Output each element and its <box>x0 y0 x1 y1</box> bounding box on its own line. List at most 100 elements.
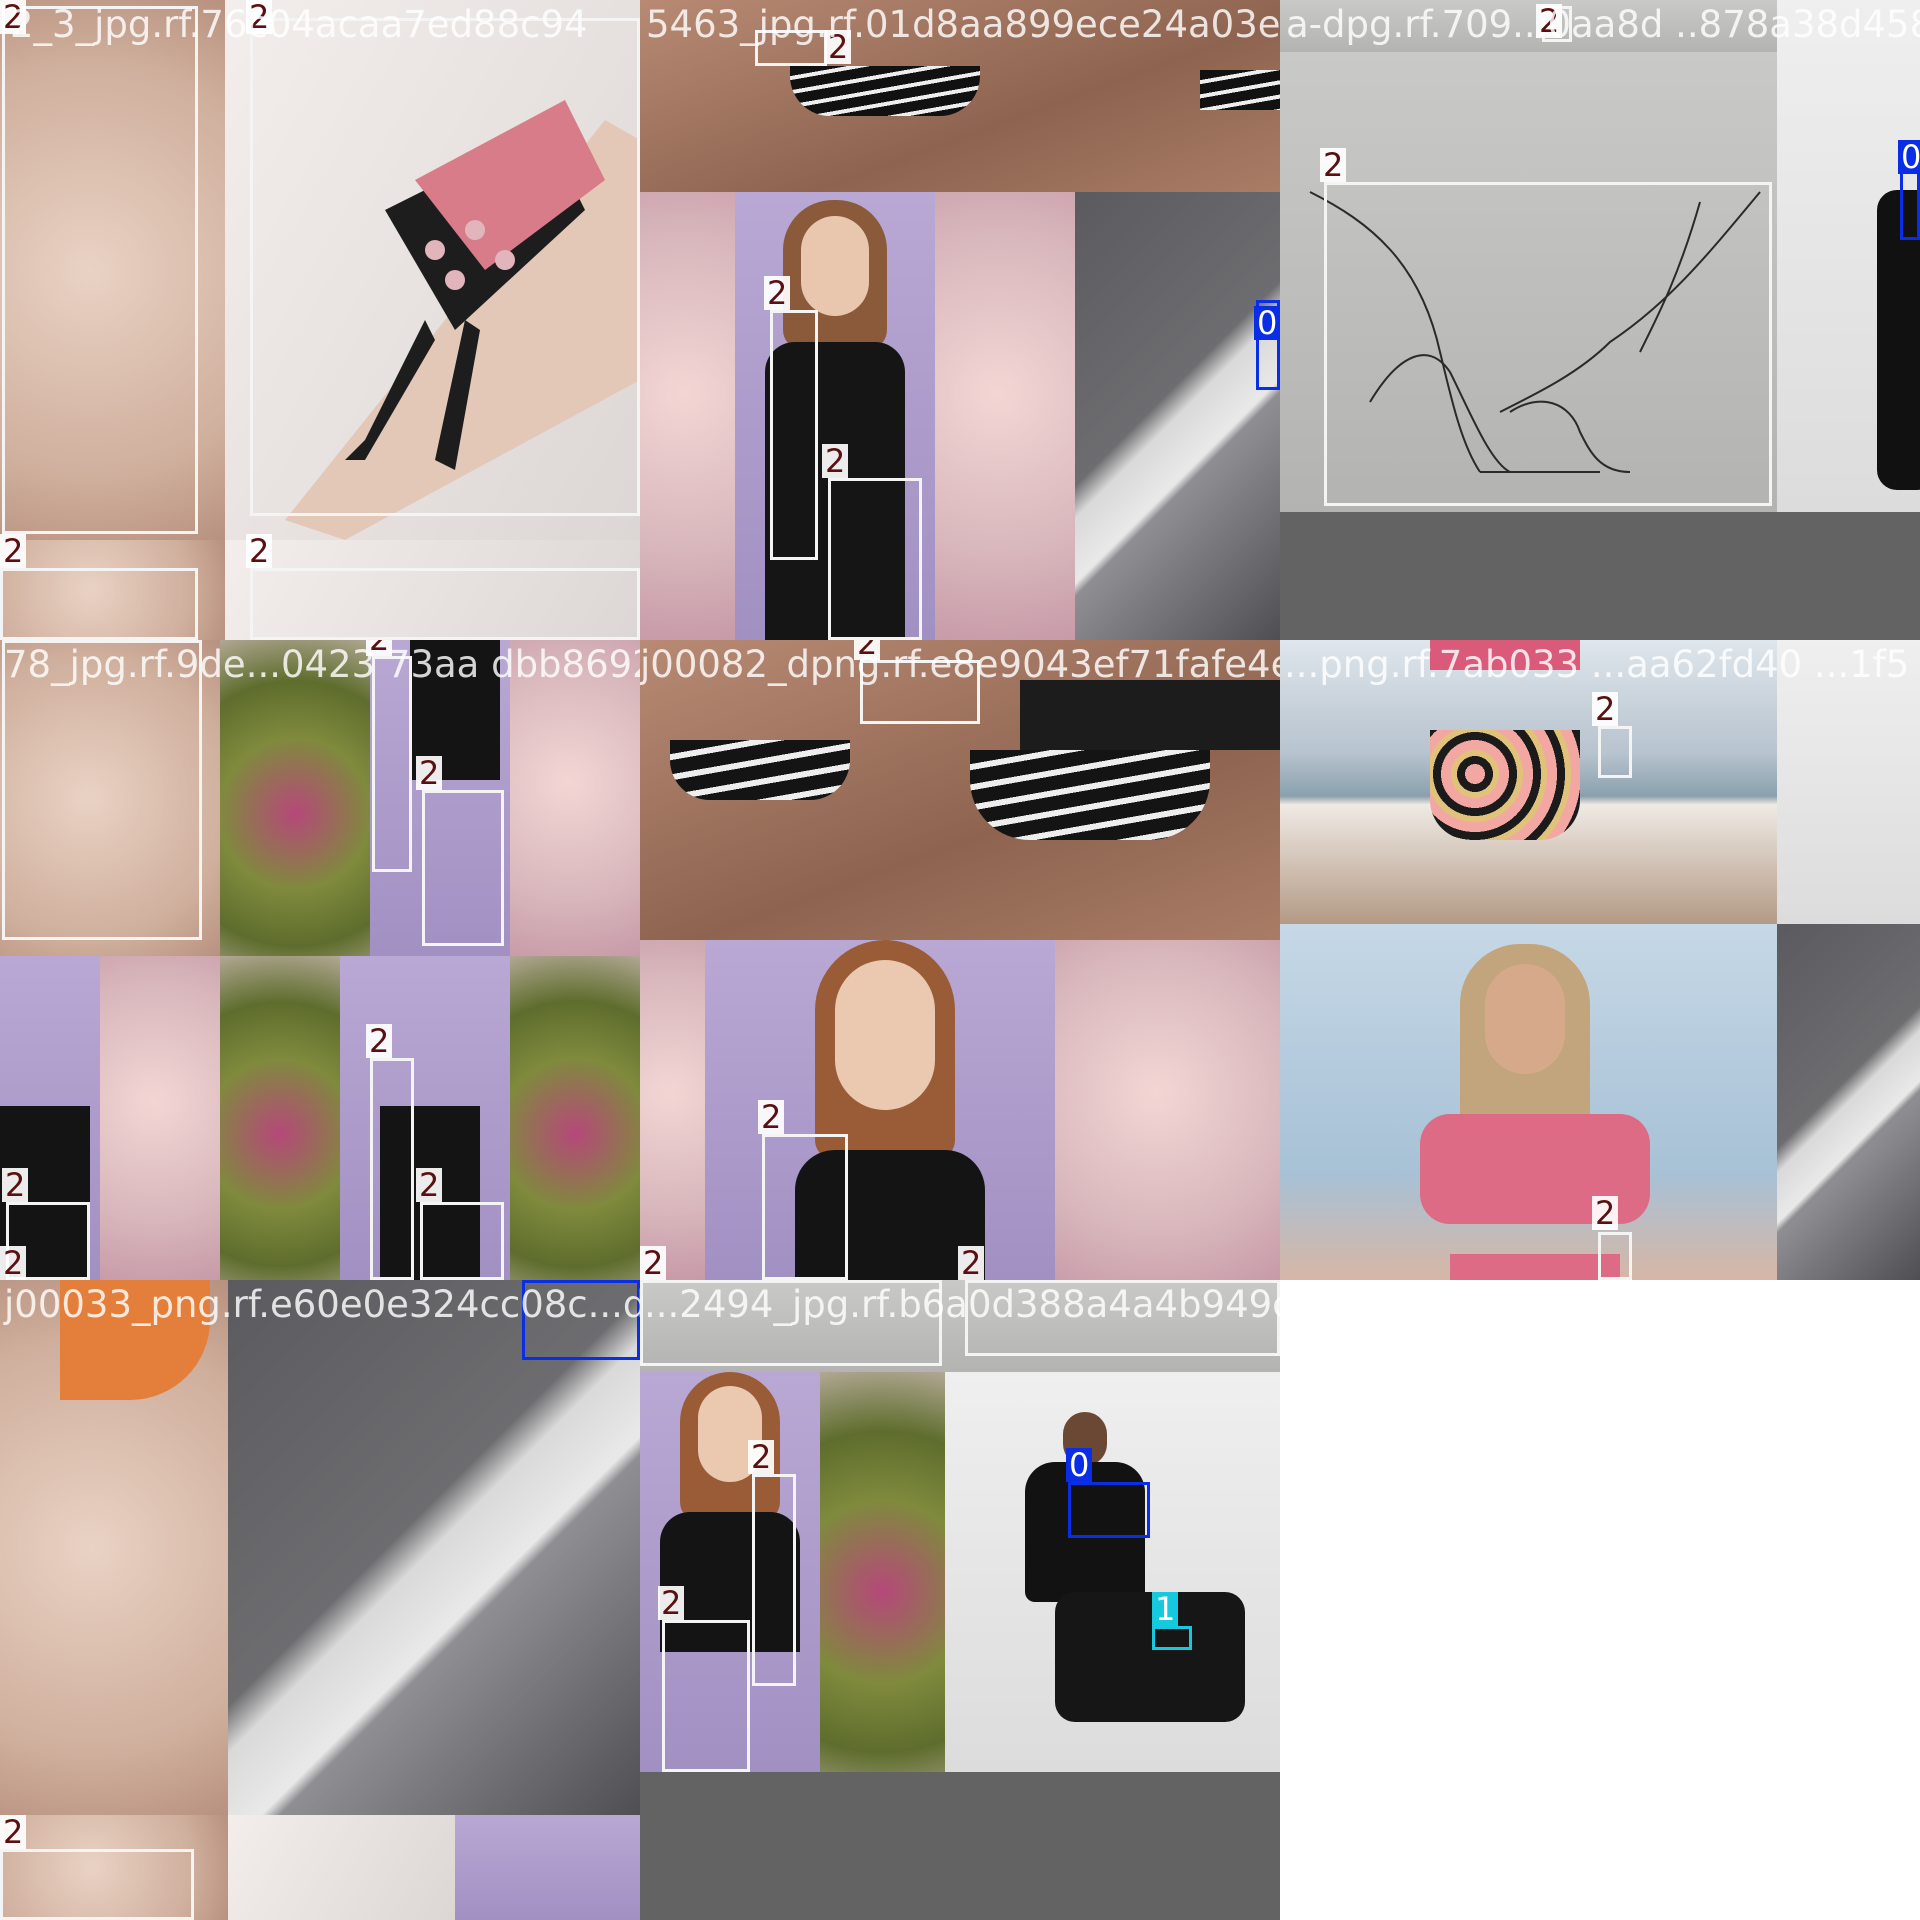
bbox-label: 2 <box>246 534 273 568</box>
bbox-label: 2 <box>416 756 443 790</box>
image-filename: 78_jpg.rf.9de...0423 73aa dbb8692 ...42 <box>4 643 640 686</box>
holding-hands-tattoo <box>1309 191 1761 474</box>
bbox-class-2 <box>762 1134 848 1280</box>
bbox-class-1 <box>1152 1626 1192 1650</box>
bbox-class-2 <box>372 656 412 872</box>
tattoo-photo <box>0 1815 228 1920</box>
puppet-photo <box>640 192 735 640</box>
puppet-photo <box>510 640 640 956</box>
street-photo <box>228 1280 640 1815</box>
line-tattoo-photo <box>1280 0 1777 52</box>
model-photo <box>945 1372 1280 1772</box>
bikini-photo <box>640 640 1280 940</box>
woman-top <box>660 1512 800 1652</box>
bbox-label: 2 <box>366 640 393 656</box>
model-figure <box>1877 190 1920 490</box>
bbox-label: 2 <box>416 1168 443 1202</box>
padding-area <box>1280 512 1920 640</box>
mosaic-tile-1: 2 0 2 2 5463_jpg.rf.01d8aa899ece24a03e22… <box>640 0 1280 640</box>
beach-photo <box>1280 640 1777 924</box>
bikini-bottom <box>790 66 980 116</box>
model-pants <box>1055 1592 1245 1722</box>
tattoo-photo <box>0 0 225 540</box>
puppet-photo <box>1055 940 1280 1280</box>
woman-face <box>1485 964 1565 1074</box>
image-filename: 2_3_jpg.rf.76c04acaa7ed88c94 <box>10 3 588 46</box>
bbox-class-2 <box>250 18 640 516</box>
mosaic-tile-4: 2 2 2 2 j00082_dpng.rf.e8e9043ef71fafe4e… <box>640 640 1280 1280</box>
bbox-label: 0 <box>1898 140 1920 174</box>
puppet-photo <box>100 956 220 1280</box>
bbox-class-2 <box>422 790 504 946</box>
mosaic-tile-7: 2 2 0 1 ...2494_jpg.rf.b6a0d388a4a4b949c… <box>640 1280 1280 1920</box>
bbox-label: 2 <box>640 1246 667 1280</box>
frog-photo <box>820 1372 945 1772</box>
puppet-photo <box>935 192 1075 640</box>
bbox-label: 2 <box>1592 692 1619 726</box>
bbox-label: 0 <box>1066 1448 1093 1482</box>
tattoo-photo <box>225 540 640 640</box>
puppet-photo <box>640 940 705 1280</box>
image-filename: 5463_jpg.rf.01d8aa899ece24a03e22c9 <box>646 3 1280 46</box>
bbox-label: 0 <box>1254 306 1280 340</box>
padding-area <box>640 1772 1280 1920</box>
image-filename: ...2494_jpg.rf.b6a0d388a4a4b949c614d346 <box>644 1283 1280 1326</box>
bbox-label: 2 <box>0 1246 27 1280</box>
bbox-class-2 <box>965 1280 1280 1356</box>
woman-face <box>801 216 869 316</box>
bbox-class-2 <box>828 478 922 640</box>
frog-photo <box>220 640 370 956</box>
image-filename: ...png.rf.7ab033 ...aa62fd40 ...1f5 <box>1284 643 1910 686</box>
mosaic-tile-6: 0 2 j00033_png.rf.e60e0e324cc08c...d045 <box>0 1280 640 1920</box>
tattoo-photo <box>228 1815 455 1920</box>
bbox-class-2 <box>6 1202 90 1280</box>
model-photo <box>1777 0 1920 512</box>
woman-top <box>795 1150 985 1280</box>
image-filename: j00082_dpng.rf.e8e9043ef71fafe4e448 <box>640 643 1280 686</box>
bbox-class-0 <box>1068 1482 1150 1538</box>
bbox-label: 2 <box>246 0 273 34</box>
bikini-bottom <box>1200 70 1280 110</box>
woman-top <box>765 342 905 640</box>
line-tattoo-photo <box>1280 52 1777 512</box>
bikini-top <box>1430 640 1580 670</box>
mosaic-tile-5: 2 2 ...png.rf.7ab033 ...aa62fd40 ...1f5 <box>1280 640 1920 1280</box>
frog-photo <box>220 956 340 1280</box>
mosaic-tile-0: 2 2 2 2 2_3_jpg.rf.76c04acaa7ed88c94 <box>0 0 640 640</box>
bbox-class-2 <box>2 6 198 534</box>
bbox-class-2 <box>0 1849 194 1920</box>
bbox-class-0 <box>1256 300 1280 390</box>
bbox-label: 2 <box>854 640 881 660</box>
bbox-label: 2 <box>0 534 27 568</box>
bbox-label: 2 <box>748 1440 775 1474</box>
bbox-class-2 <box>662 1620 750 1772</box>
bbox-class-2 <box>1598 726 1632 778</box>
bbox-label: 2 <box>958 1246 985 1280</box>
image-filename: a-dpg.rf.709...0aa8d ..878a38d458 <box>1286 3 1920 46</box>
tattoo-photo <box>0 640 220 956</box>
mosaic-tile-3: 2 2 2 2 2 2 78_jpg.rf.9de...0423 73aa db… <box>0 640 640 1280</box>
bbox-class-2 <box>1598 1232 1632 1280</box>
bbox-label: 1 <box>1152 1592 1179 1626</box>
woman-face <box>835 960 935 1110</box>
bbox-label: 2 <box>1536 4 1563 38</box>
bbox-label: 2 <box>764 276 791 310</box>
bbox-label: 2 <box>822 444 849 478</box>
mosaic-tile-2: 2 2 0 a-dpg.rf.709...0aa8d ..878a38d458 <box>1280 0 1920 640</box>
frog-photo <box>510 956 640 1280</box>
floral-bottom <box>1430 730 1580 840</box>
bbox-class-0 <box>522 1280 640 1360</box>
tattoo-photo <box>225 0 640 540</box>
bbox-class-2 <box>860 660 980 724</box>
pink-bottom <box>1450 1254 1620 1280</box>
bbox-label: 2 <box>366 1024 393 1058</box>
bbox-label: 2 <box>0 0 27 34</box>
woman-beach-photo <box>1280 924 1777 1280</box>
model-hoodie <box>1025 1462 1145 1602</box>
bbox-label: 2 <box>1592 1196 1619 1230</box>
image-filename: j00033_png.rf.e60e0e324cc08c...d045 <box>4 1283 640 1326</box>
woman-photo <box>370 640 510 956</box>
bbox-class-2 <box>1324 182 1772 506</box>
woman-photo <box>640 1372 820 1772</box>
bbox-class-2 <box>2 640 202 940</box>
